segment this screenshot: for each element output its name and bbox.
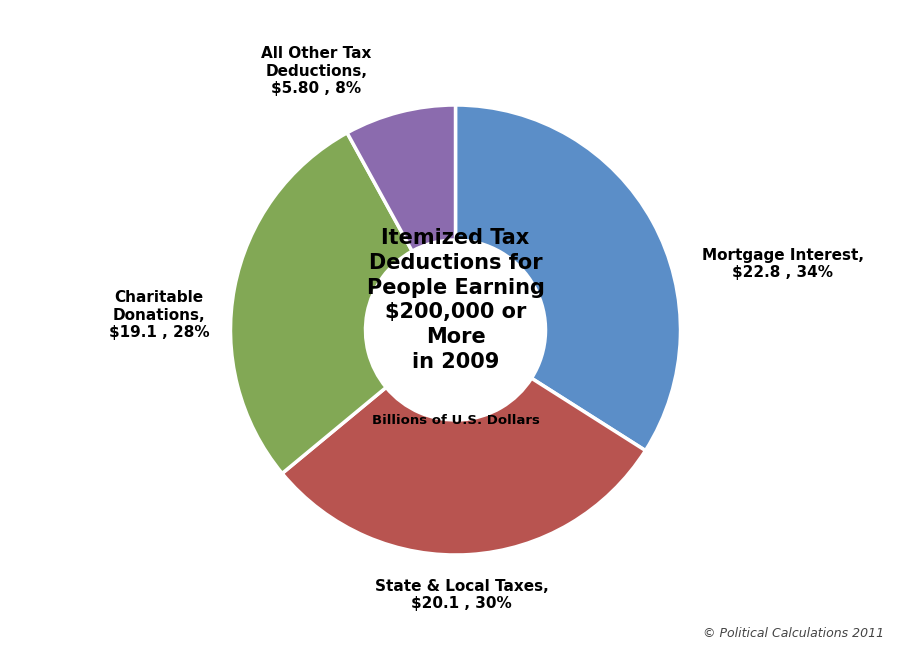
- Text: State & Local Taxes,
$20.1 , 30%: State & Local Taxes, $20.1 , 30%: [374, 579, 548, 611]
- Wedge shape: [230, 133, 412, 473]
- Wedge shape: [347, 105, 456, 251]
- Text: All Other Tax
Deductions,
$5.80 , 8%: All Other Tax Deductions, $5.80 , 8%: [261, 46, 372, 96]
- Wedge shape: [456, 105, 681, 451]
- Text: Charitable
Donations,
$19.1 , 28%: Charitable Donations, $19.1 , 28%: [109, 290, 210, 340]
- Text: Mortgage Interest,
$22.8 , 34%: Mortgage Interest, $22.8 , 34%: [701, 248, 864, 280]
- Text: Itemized Tax
Deductions for
People Earning
$200,000 or
More
in 2009: Itemized Tax Deductions for People Earni…: [366, 228, 545, 372]
- Text: Billions of U.S. Dollars: Billions of U.S. Dollars: [372, 414, 539, 426]
- Text: © Political Calculations 2011: © Political Calculations 2011: [702, 627, 884, 640]
- Wedge shape: [282, 378, 646, 555]
